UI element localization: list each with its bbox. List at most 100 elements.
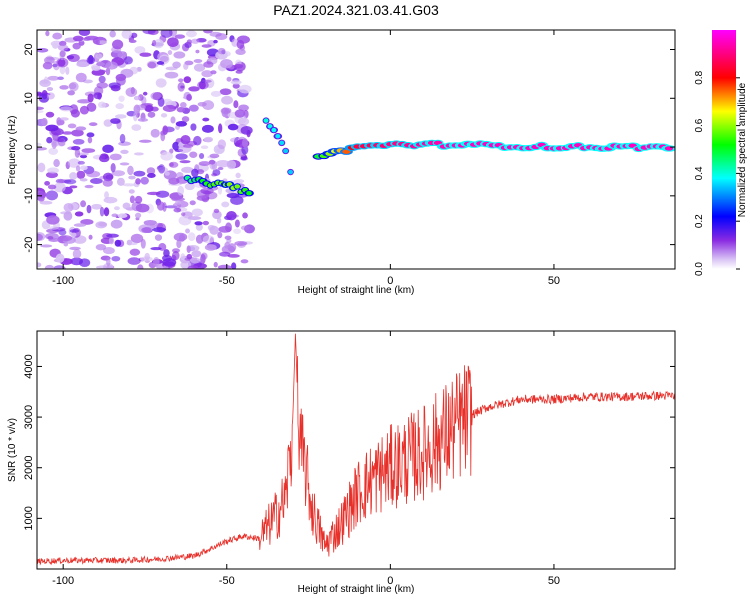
y-tick-label: -10 [23, 188, 35, 204]
noise-speckle [201, 70, 213, 78]
noise-speckle [195, 49, 200, 54]
noise-speckle [62, 131, 73, 135]
noise-speckle [196, 169, 205, 175]
noise-speckle [186, 93, 192, 101]
noise-speckle [218, 123, 223, 134]
noise-speckle [112, 39, 124, 50]
noise-speckle [103, 247, 115, 255]
noise-speckle [88, 234, 93, 240]
noise-speckle [59, 106, 73, 112]
noise-speckle [122, 202, 131, 210]
noise-speckle [37, 233, 43, 241]
noise-speckle [95, 40, 100, 45]
noise-speckle [190, 123, 197, 131]
noise-speckle [191, 168, 199, 178]
noise-speckle [59, 117, 69, 121]
noise-speckle [106, 233, 119, 238]
snr-x-ticks: -100 -50 0 50 [52, 331, 560, 587]
noise-speckle [173, 232, 188, 242]
noise-speckle [46, 92, 55, 100]
noise-speckle [150, 128, 160, 138]
spectrogram-x-axis-label: Height of straight line (km) [298, 285, 415, 296]
noise-speckle [225, 222, 232, 233]
noise-speckle [139, 52, 152, 57]
noise-speckle [187, 265, 199, 269]
noise-speckle [213, 261, 218, 268]
noise-speckle [189, 151, 198, 158]
spectrogram-ridge-layer [183, 117, 675, 197]
noise-speckle [64, 179, 77, 185]
noise-speckle [240, 125, 253, 135]
snr-y-ticks: 1000 2000 3000 4000 [23, 354, 675, 531]
noise-speckle [78, 30, 91, 36]
noise-speckle [133, 95, 141, 101]
noise-speckle [53, 265, 66, 269]
noise-speckle [142, 91, 148, 96]
noise-speckle [70, 257, 83, 266]
noise-speckle [197, 102, 207, 107]
noise-speckle [217, 231, 223, 239]
noise-speckle [110, 84, 121, 92]
noise-speckle [224, 235, 232, 240]
noise-speckle [103, 207, 110, 217]
noise-speckle [46, 215, 60, 225]
noise-speckle [136, 104, 146, 111]
noise-speckle [175, 200, 182, 205]
noise-speckle [110, 118, 121, 124]
noise-speckle [203, 61, 214, 68]
noise-speckle [37, 142, 42, 147]
noise-speckle [125, 87, 138, 97]
noise-speckle [204, 244, 217, 251]
spectrogram-x-ticks: -100 -50 0 50 [52, 30, 560, 287]
noise-speckle [233, 100, 239, 109]
noise-speckle [142, 30, 156, 35]
noise-speckle [171, 197, 185, 202]
noise-speckle [80, 219, 94, 225]
noise-speckle [37, 262, 42, 268]
noise-speckle [102, 144, 114, 154]
noise-speckle [134, 212, 142, 219]
noise-speckle [134, 46, 146, 54]
noise-speckle [37, 47, 49, 53]
noise-speckle [216, 217, 222, 224]
spectrogram-frame [36, 29, 676, 270]
noise-speckle [147, 111, 156, 118]
noise-speckle [167, 50, 173, 55]
noise-speckle [186, 253, 193, 260]
ridge-core [246, 191, 252, 196]
noise-speckle [46, 136, 53, 144]
noise-speckle [130, 32, 138, 39]
noise-speckle [177, 185, 185, 196]
noise-speckle [114, 206, 120, 211]
noise-speckle [175, 121, 188, 127]
noise-speckle [233, 228, 241, 235]
noise-speckle [114, 239, 122, 247]
noise-speckle [202, 235, 215, 244]
noise-speckle [133, 170, 146, 177]
noise-speckle [96, 61, 105, 67]
noise-speckle [41, 117, 48, 127]
noise-speckle [76, 61, 89, 68]
noise-speckle [75, 165, 81, 172]
noise-speckle [203, 136, 213, 143]
noise-speckle [39, 200, 53, 205]
noise-speckle [77, 99, 91, 104]
noise-speckle [71, 146, 81, 151]
noise-speckle [240, 225, 250, 231]
noise-speckle [95, 265, 110, 269]
noise-speckle [121, 30, 133, 39]
noise-speckle [159, 55, 169, 63]
noise-speckle [74, 211, 84, 217]
snr-panel: -100 -50 0 50 1000 2000 3000 4000 Height of st… [7, 330, 676, 595]
noise-speckle [179, 101, 187, 109]
ridge-core [342, 149, 351, 154]
noise-speckle [81, 148, 96, 154]
noise-speckle [37, 106, 44, 111]
noise-speckle [201, 79, 212, 83]
noise-speckle [183, 76, 192, 84]
colorbar-tick-label: 0.8 [694, 70, 705, 84]
noise-speckle [93, 92, 103, 100]
noise-speckle [144, 104, 154, 112]
noise-speckle [80, 200, 87, 208]
noise-speckle [221, 95, 234, 105]
